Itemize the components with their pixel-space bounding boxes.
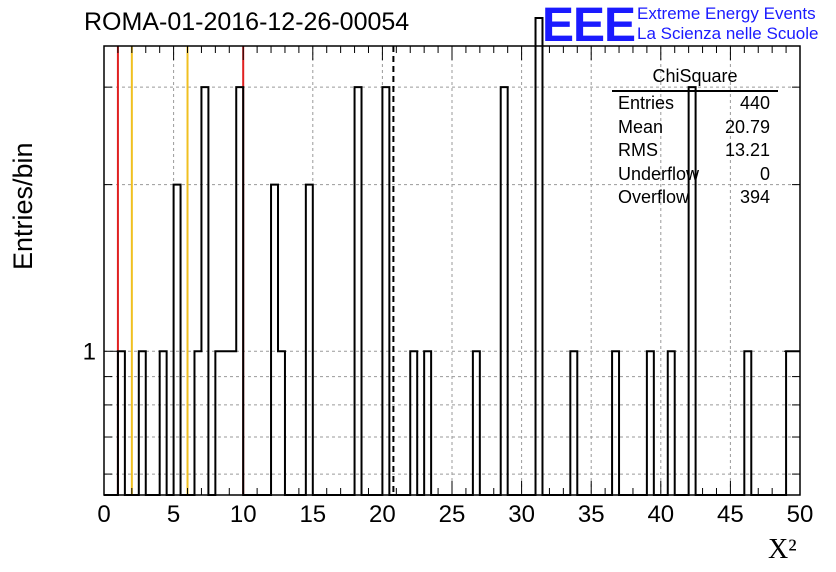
stats-label: Mean bbox=[618, 116, 664, 137]
histogram-bar bbox=[536, 18, 543, 495]
histogram-bar bbox=[201, 87, 208, 495]
stats-value: 394 bbox=[739, 187, 770, 207]
stats-value: 20.79 bbox=[724, 116, 770, 137]
histogram-bar bbox=[160, 351, 167, 495]
x-tick-label: 10 bbox=[230, 501, 257, 528]
logo-line-2: La Scienza nelle Scuole bbox=[637, 24, 819, 43]
histogram-bar bbox=[306, 185, 313, 495]
histogram-bar bbox=[215, 351, 222, 495]
histogram-bar bbox=[236, 87, 243, 495]
histogram-bar bbox=[501, 87, 508, 495]
x-tick-label: 35 bbox=[578, 501, 605, 528]
histogram-bar bbox=[229, 351, 236, 495]
histogram-bar bbox=[410, 351, 417, 495]
histogram-bar bbox=[570, 351, 577, 495]
x-tick-label: 25 bbox=[439, 501, 466, 528]
grid-lines bbox=[104, 46, 800, 495]
x-tick-label: 50 bbox=[787, 501, 814, 528]
stats-box: ChiSquare Entries 440 Mean 20.79 RMS 13.… bbox=[610, 66, 778, 210]
x-tick-label: 30 bbox=[508, 501, 535, 528]
histogram-bar bbox=[194, 351, 201, 495]
histogram-bar bbox=[355, 87, 362, 495]
axes: 0 5 10 15 20 25 30 35 40 45 50 1 bbox=[83, 45, 814, 528]
x-axis-label: X² bbox=[768, 534, 797, 565]
histogram-bar bbox=[424, 351, 431, 495]
stats-row-mean: Mean 20.79 bbox=[610, 116, 778, 140]
histogram-bar bbox=[278, 351, 285, 495]
histogram-bar bbox=[139, 351, 146, 495]
histogram-bar bbox=[382, 87, 389, 495]
histogram-bar bbox=[612, 351, 619, 495]
stats-title: ChiSquare bbox=[612, 66, 778, 92]
histogram-bar bbox=[668, 351, 675, 495]
y-tick-label: 1 bbox=[83, 338, 96, 365]
stats-row-overflow: Overflow 394 bbox=[610, 186, 778, 210]
x-tick-label: 5 bbox=[167, 501, 180, 528]
histogram-bar bbox=[473, 351, 480, 495]
stats-value: 0 bbox=[759, 163, 770, 184]
histogram-bar bbox=[786, 351, 793, 495]
y-axis-label: Entries/bin bbox=[8, 142, 38, 270]
x-tick-label: 40 bbox=[647, 501, 674, 528]
histogram-bar bbox=[647, 351, 654, 495]
stats-value: 440 bbox=[739, 93, 770, 113]
histogram-bar bbox=[793, 351, 800, 495]
histogram-bar bbox=[744, 351, 751, 495]
stats-label: Underflow bbox=[618, 163, 700, 184]
eee-logo: EEE bbox=[542, 0, 636, 52]
stats-value: 13.21 bbox=[724, 140, 770, 160]
x-tick-label: 15 bbox=[299, 501, 326, 528]
histogram-bar bbox=[118, 351, 125, 495]
logo-line-1: Extreme Energy Events bbox=[637, 4, 816, 23]
x-tick-label: 20 bbox=[369, 501, 396, 528]
stats-row-entries: Entries 440 bbox=[610, 92, 778, 116]
x-tick-label: 0 bbox=[97, 501, 110, 528]
stats-row-underflow: Underflow 0 bbox=[610, 163, 778, 187]
chart-title: ROMA-01-2016-12-26-00054 bbox=[84, 8, 410, 36]
x-tick-label: 45 bbox=[717, 501, 744, 528]
histogram-bar bbox=[174, 185, 181, 495]
stats-label: Overflow bbox=[618, 187, 690, 207]
histogram-bar bbox=[271, 185, 278, 495]
histogram-bar bbox=[222, 351, 229, 495]
stats-label: RMS bbox=[618, 140, 658, 160]
stats-label: Entries bbox=[618, 93, 675, 113]
stats-row-rms: RMS 13.21 bbox=[610, 139, 778, 163]
histogram-bars bbox=[104, 16, 800, 496]
histogram-outline bbox=[104, 16, 800, 496]
